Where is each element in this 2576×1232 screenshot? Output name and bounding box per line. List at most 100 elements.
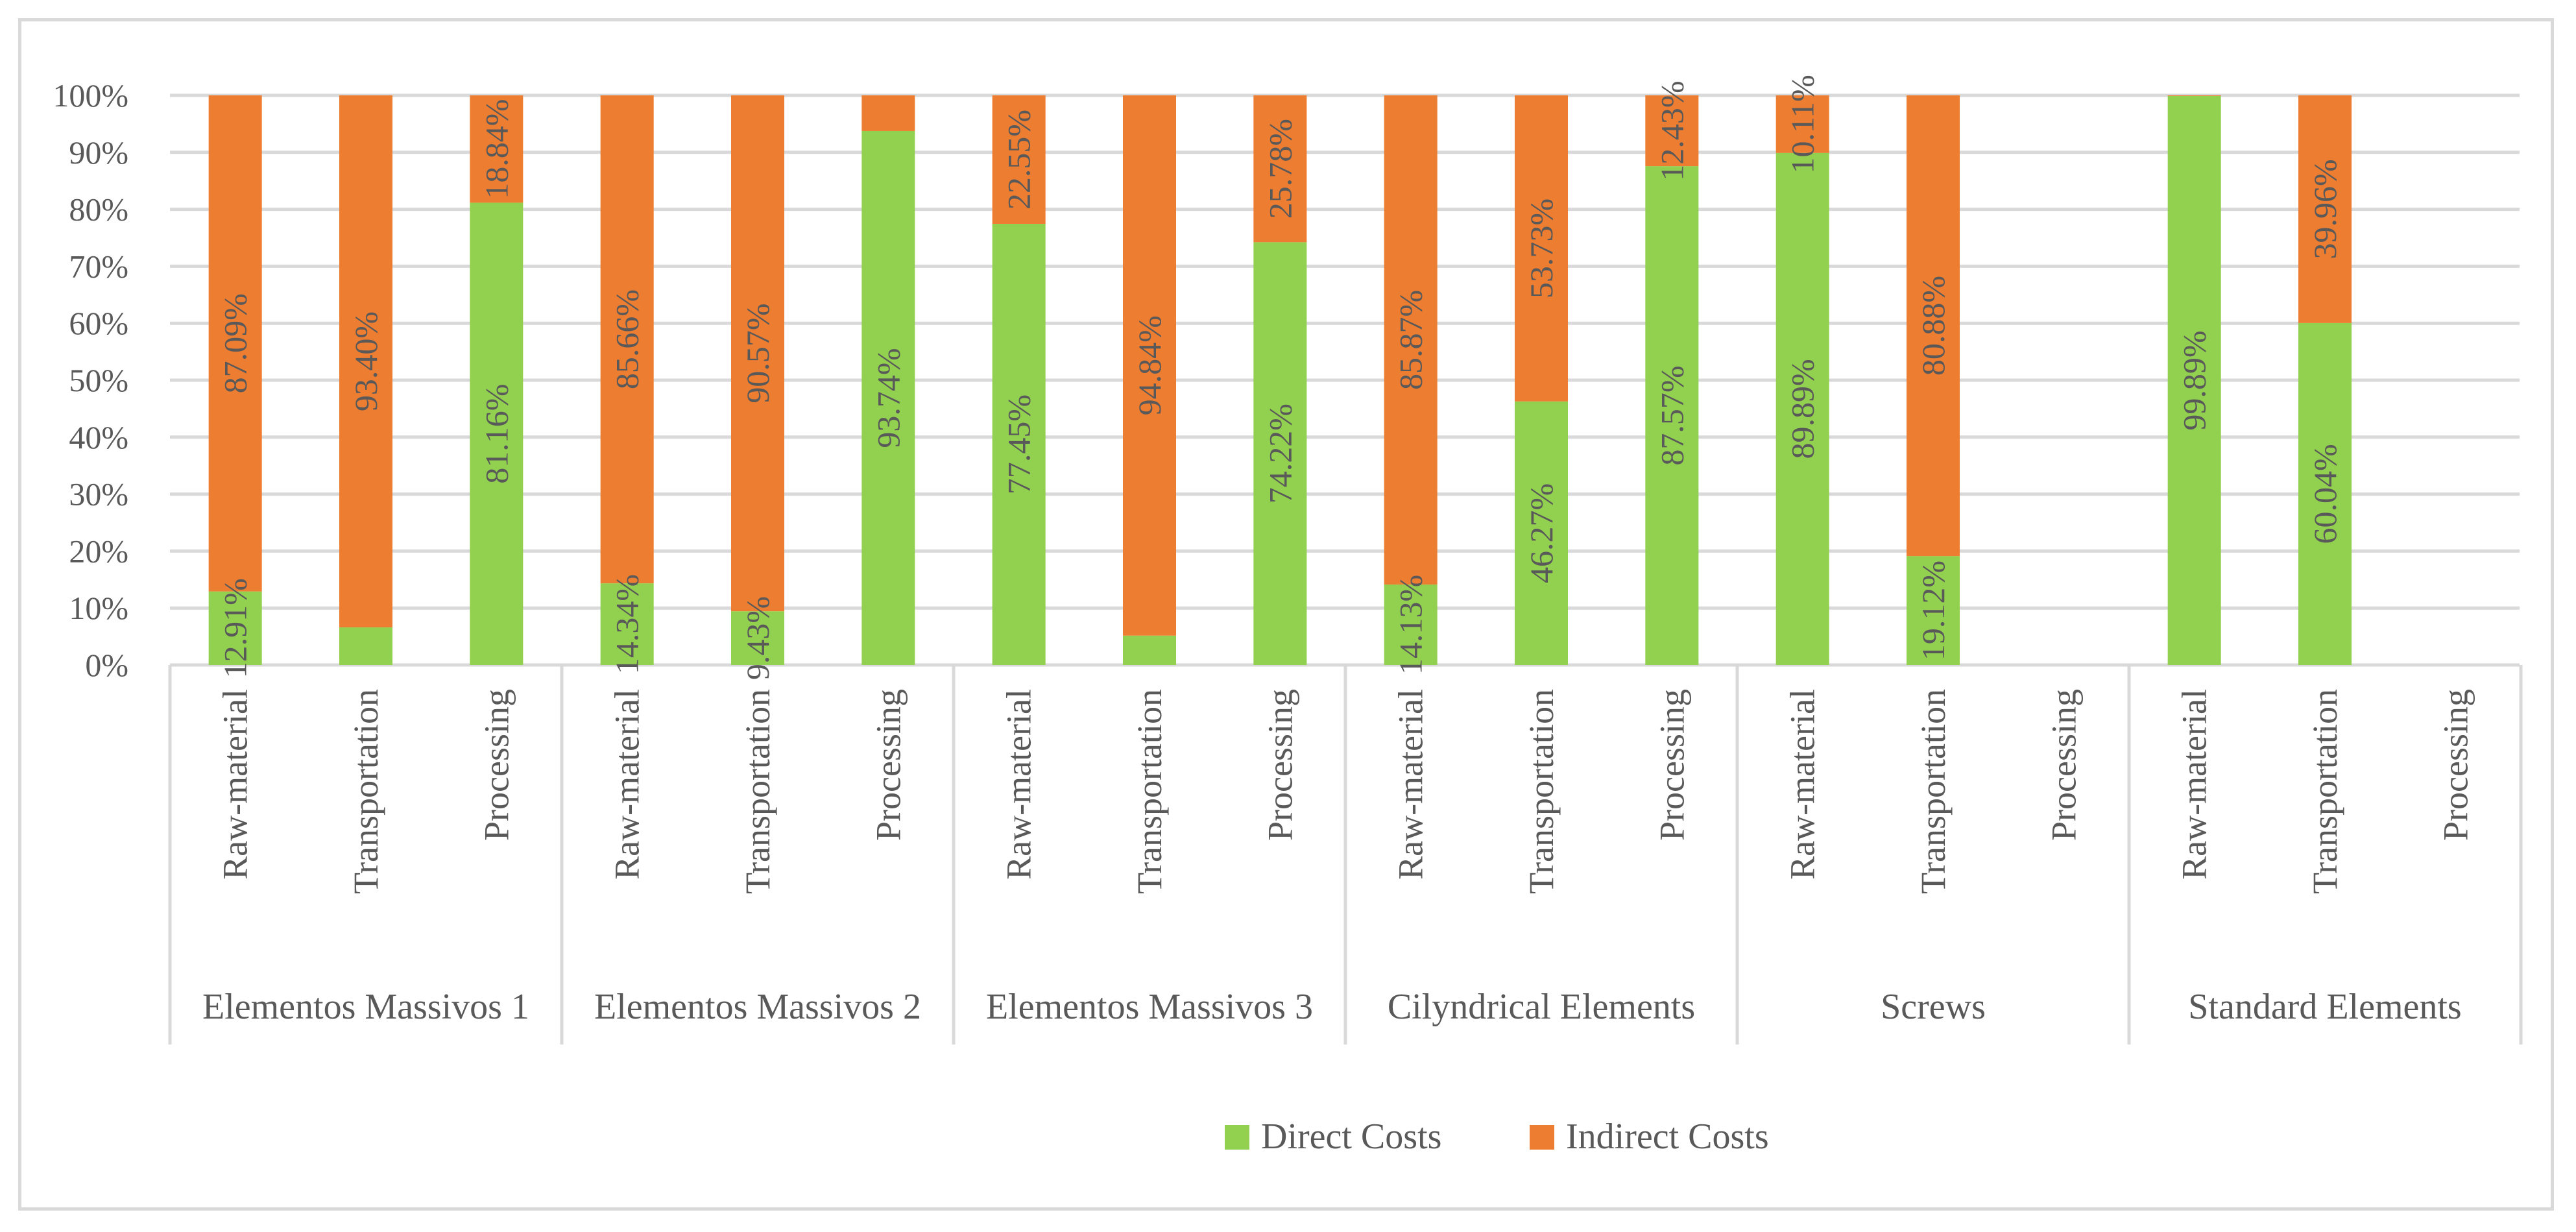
data-label-direct: 14.13% xyxy=(1393,575,1429,675)
data-label-direct: 12.91% xyxy=(217,578,254,678)
y-tick-label: 10% xyxy=(69,590,128,626)
category-label: Processing xyxy=(1652,689,1691,841)
data-label-indirect: 12.43% xyxy=(1654,80,1690,180)
bar-direct-costs xyxy=(731,611,784,665)
data-label-indirect: 25.78% xyxy=(1262,119,1298,219)
y-tick-label: 30% xyxy=(69,476,128,513)
bar-indirect-costs xyxy=(1384,95,1438,585)
y-tick-label: 60% xyxy=(69,305,128,341)
data-label-indirect: 94.84% xyxy=(1131,315,1168,415)
bar-indirect-costs xyxy=(731,95,784,612)
data-label-indirect: 85.66% xyxy=(609,289,645,389)
data-label-indirect: 10.11% xyxy=(1785,75,1821,173)
bar-indirect-costs xyxy=(861,95,915,131)
category-label: Processing xyxy=(1260,689,1299,841)
y-tick-label: 90% xyxy=(69,134,128,171)
category-label: Raw-material xyxy=(1000,689,1039,880)
data-label-direct: 99.89% xyxy=(2176,330,2213,430)
legend-swatch xyxy=(1530,1125,1554,1150)
data-label-indirect: 22.55% xyxy=(1001,110,1037,210)
legend-label: Indirect Costs xyxy=(1566,1117,1769,1157)
bar-direct-costs xyxy=(1776,152,1829,665)
data-label-indirect: 90.57% xyxy=(740,304,776,404)
category-label: Processing xyxy=(477,689,516,841)
data-label-indirect: 85.87% xyxy=(1393,290,1429,390)
bar-indirect-costs xyxy=(1907,95,1960,557)
y-tick-label: 40% xyxy=(69,419,128,455)
category-label: Transportation xyxy=(738,689,777,894)
data-label-direct: 89.89% xyxy=(1785,359,1821,459)
data-label-indirect: 39.96% xyxy=(2307,159,2343,259)
bar-direct-costs xyxy=(1123,635,1176,665)
category-label: Processing xyxy=(869,689,908,841)
category-label: Raw-material xyxy=(1783,689,1822,880)
category-label: Transportation xyxy=(2305,689,2344,894)
bar-indirect-costs xyxy=(600,95,654,584)
bar-direct-costs xyxy=(1645,166,1699,666)
bar-indirect-costs xyxy=(1645,95,1699,167)
category-label: Raw-material xyxy=(608,689,647,880)
data-label-indirect: 18.84% xyxy=(478,99,514,199)
bar-direct-costs xyxy=(1253,242,1307,665)
y-tick-label: 80% xyxy=(69,191,128,228)
bar-direct-costs xyxy=(1907,556,1960,665)
bar-direct-costs xyxy=(861,130,915,666)
bar-indirect-costs xyxy=(470,95,524,203)
group-label: Standard Elements xyxy=(2188,987,2461,1027)
data-label-indirect: 53.73% xyxy=(1523,199,1559,298)
data-label-indirect: 80.88% xyxy=(1915,276,1951,376)
data-label-direct: 9.43% xyxy=(740,596,776,680)
data-label-direct: 81.16% xyxy=(478,384,514,484)
category-label: Transportation xyxy=(1130,689,1169,894)
y-tick-label: 70% xyxy=(69,248,128,284)
y-tick-label: 20% xyxy=(69,533,128,569)
y-tick-label: 0% xyxy=(85,647,128,683)
legend-label: Direct Costs xyxy=(1261,1117,1441,1157)
category-label: Raw-material xyxy=(2175,689,2214,880)
category-label: Transportation xyxy=(346,689,385,894)
bar-direct-costs xyxy=(470,202,524,666)
bar-direct-costs xyxy=(2298,322,2352,666)
category-label: Raw-material xyxy=(216,689,255,880)
data-label-direct: 46.27% xyxy=(1523,483,1559,583)
group-label: Elementos Massivos 1 xyxy=(202,987,529,1027)
data-label-indirect: 87.09% xyxy=(217,293,254,393)
group-label: Screws xyxy=(1881,987,1986,1027)
category-label: Transportation xyxy=(1522,689,1561,894)
y-tick-label: 50% xyxy=(69,362,128,398)
bar-indirect-costs xyxy=(208,95,262,592)
bar-direct-costs xyxy=(2167,95,2221,665)
bar-indirect-costs xyxy=(2167,95,2221,96)
bar-indirect-costs xyxy=(992,95,1046,224)
bar-indirect-costs xyxy=(1123,95,1176,636)
bar-indirect-costs xyxy=(1515,95,1568,402)
bar-indirect-costs xyxy=(1776,95,1829,153)
data-label-direct: 14.34% xyxy=(609,574,645,674)
data-label-direct: 74.22% xyxy=(1262,404,1298,503)
data-label-direct: 60.04% xyxy=(2307,444,2343,544)
category-label: Transportation xyxy=(1914,689,1953,894)
category-label: Raw-material xyxy=(1391,689,1430,880)
group-label: Elementos Massivos 3 xyxy=(986,987,1313,1027)
bar-direct-costs xyxy=(208,591,262,665)
data-label-indirect: 93.40% xyxy=(348,311,384,411)
bar-indirect-costs xyxy=(339,95,392,628)
bar-direct-costs xyxy=(992,223,1046,665)
data-label-direct: 77.45% xyxy=(1001,394,1037,494)
bar-direct-costs xyxy=(1384,584,1438,665)
data-label-direct: 87.57% xyxy=(1654,365,1690,465)
group-label: Cilyndrical Elements xyxy=(1388,987,1695,1027)
data-label-direct: 93.74% xyxy=(870,348,906,448)
bar-indirect-costs xyxy=(1253,95,1307,243)
bar-indirect-costs xyxy=(2298,95,2352,323)
group-label: Elementos Massivos 2 xyxy=(594,987,921,1027)
y-tick-label: 100% xyxy=(53,77,128,114)
data-label-direct: 19.12% xyxy=(1915,561,1951,660)
category-label: Processing xyxy=(2436,689,2475,841)
bar-direct-costs xyxy=(600,583,654,665)
legend-swatch xyxy=(1225,1125,1249,1150)
bar-direct-costs xyxy=(339,627,392,665)
bar-direct-costs xyxy=(1515,401,1568,665)
category-label: Processing xyxy=(2044,689,2083,841)
